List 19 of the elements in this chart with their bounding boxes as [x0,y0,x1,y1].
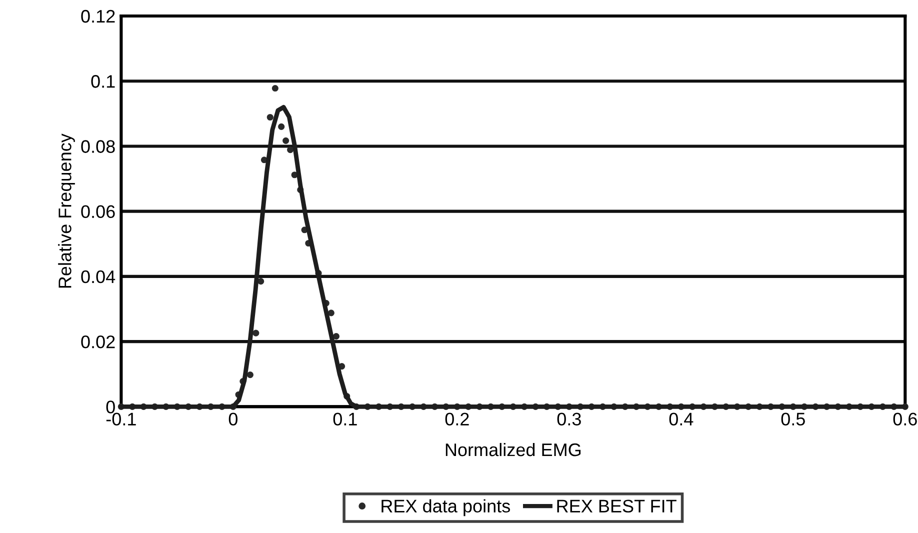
y-tick-label: 0.02 [81,336,115,348]
y-tick-label: 0.08 [81,140,115,153]
y-tick-label: 0.1 [91,75,115,88]
y-axis-title: Relative Frequency [58,134,75,288]
x-tick-label: 0.2 [445,412,469,426]
legend-label: REX BEST FIT [557,500,676,513]
y-tick-label: 0 [106,400,115,414]
legend-label: REX data points [382,499,510,516]
x-tick-label: 0.1 [333,412,357,426]
y-tick-label: 0.06 [81,205,115,218]
x-axis-title: Normalized EMG [446,442,581,456]
x-tick-label: 0.3 [557,412,581,426]
y-tick-label: 0.12 [81,10,115,23]
x-tick-label: 0 [228,412,238,426]
x-tick-label: 0.4 [669,412,694,426]
y-tick-label: 0.04 [81,270,116,284]
x-tick-label: 0.5 [781,412,805,426]
x-tick-label: 0.6 [893,412,917,426]
x-tick-label: -0.1 [106,412,136,426]
